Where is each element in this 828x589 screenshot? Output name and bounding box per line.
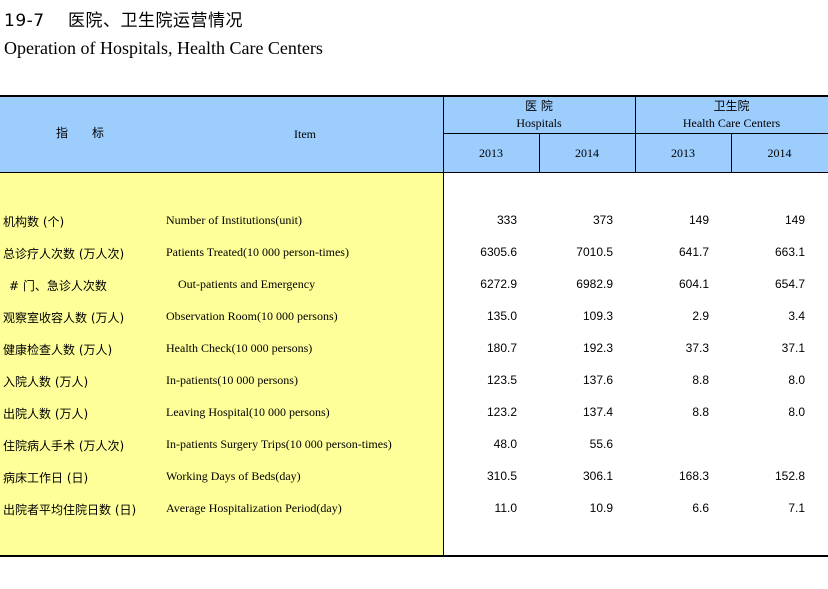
row-value: 6272.9 [480, 277, 517, 291]
row-value: 11.0 [494, 501, 517, 515]
row-value: 8.0 [788, 373, 805, 387]
body-divider [443, 173, 444, 555]
row-value: 152.8 [774, 469, 805, 483]
row-label-en: Average Hospitalization Period(day) [166, 501, 342, 515]
row-label-en: Health Check(10 000 persons) [166, 341, 313, 355]
table-row: 总诊疗人次数 (万人次) Patients Treated(10 000 pers… [0, 237, 828, 269]
row-label-cn: 观察室收容人数 (万人) [3, 311, 125, 325]
header-year: 2013 [479, 146, 503, 160]
row-label-cn: 总诊疗人次数 (万人次) [3, 247, 125, 261]
header-divider [443, 96, 444, 173]
row-value: 8.8 [692, 405, 709, 419]
row-value: 135.0 [486, 309, 517, 323]
header-divider [539, 133, 540, 173]
row-value: 654.7 [774, 277, 805, 291]
row-label-en: Patients Treated(10 000 person-times) [166, 245, 349, 259]
table-row: 出院者平均住院日数 (日) Average Hospitalization Per… [0, 493, 828, 525]
row-label-en: Leaving Hospital(10 000 persons) [166, 405, 330, 419]
row-value: 137.4 [582, 405, 613, 419]
row-label-cn: 病床工作日 (日) [3, 471, 89, 485]
row-value: 137.6 [582, 373, 613, 387]
row-label-en: Out-patients and Emergency [178, 277, 316, 291]
row-label-en: Number of Institutions(unit) [166, 213, 302, 227]
header-year: 2013 [671, 146, 695, 160]
header-hcc-cn: 卫生院 [713, 99, 750, 113]
table-row: 病床工作日 (日) Working Days of Beds(day) 310.5 3… [0, 461, 828, 493]
row-value: 10.9 [589, 501, 613, 515]
row-value: 6982.9 [576, 277, 613, 291]
row-label-en: In-patients(10 000 persons) [166, 373, 298, 387]
row-value: 192.3 [582, 341, 613, 355]
table-row: # 门、急诊人次数 Out-patients and Emergency 6272.… [0, 269, 828, 301]
header-hospitals-cn: 医 院 [525, 99, 553, 113]
row-label-cn: 入院人数 (万人) [3, 375, 89, 389]
row-value: 7.1 [788, 501, 805, 515]
table-header [0, 95, 828, 173]
row-value: 109.3 [582, 309, 613, 323]
row-value: 604.1 [678, 277, 709, 291]
row-value: 2.9 [692, 309, 709, 323]
row-value: 123.2 [486, 405, 517, 419]
row-value: 149 [784, 213, 805, 227]
header-year: 2014 [767, 146, 792, 160]
row-value: 168.3 [678, 469, 709, 483]
row-label-cn: 出院者平均住院日数 (日) [3, 503, 137, 517]
row-value: 6305.6 [480, 245, 517, 259]
row-value: 8.0 [788, 405, 805, 419]
row-value: 55.6 [589, 437, 613, 451]
header-divider [443, 133, 828, 134]
header-item-en: Item [294, 127, 316, 141]
header-bottom-rule [0, 172, 828, 173]
table-row: 机构数 (个) Number of Institutions(unit) 333 37… [0, 205, 828, 237]
row-label-en: Working Days of Beds(day) [166, 469, 301, 483]
row-value: 333 [496, 213, 517, 227]
table-row: 住院病人手术 (万人次) In-patients Surgery Trips(10… [0, 429, 828, 461]
table-row: 出院人数 (万人) Leaving Hospital(10 000 persons… [0, 397, 828, 429]
row-label-cn: 机构数 (个) [3, 215, 65, 229]
page-title-en: Operation of Hospitals, Health Care Cent… [4, 38, 323, 58]
row-value: 641.7 [678, 245, 709, 259]
row-value: 180.7 [486, 341, 517, 355]
table-bottom-rule [0, 555, 828, 557]
row-value: 149 [688, 213, 709, 227]
header-year: 2014 [575, 146, 599, 160]
row-value: 6.6 [692, 501, 709, 515]
row-value: 48.0 [493, 437, 517, 451]
row-value: 37.1 [781, 341, 805, 355]
row-label-cn: 健康检查人数 (万人) [3, 343, 113, 357]
row-value: 373 [592, 213, 613, 227]
header-hospitals-en: Hospitals [516, 116, 562, 130]
table-row: 观察室收容人数 (万人) Observation Room(10 000 pers… [0, 301, 828, 333]
header-divider [731, 133, 732, 173]
row-value: 8.8 [692, 373, 709, 387]
header-indicator-cn: 指 标 [55, 126, 104, 140]
table-top-rule [0, 95, 828, 97]
row-value: 310.5 [486, 469, 517, 483]
row-value: 663.1 [774, 245, 805, 259]
table-row: 入院人数 (万人) In-patients(10 000 persons) 123.… [0, 365, 828, 397]
row-label-en: In-patients Surgery Trips(10 000 person-… [166, 437, 392, 451]
header-hcc-en: Health Care Centers [682, 116, 781, 130]
row-value: 306.1 [582, 469, 613, 483]
header-divider [635, 96, 636, 173]
row-value: 37.3 [685, 341, 709, 355]
row-label-cn: 出院人数 (万人) [3, 407, 89, 421]
table-row: 健康检查人数 (万人) Health Check(10 000 persons) 1… [0, 333, 828, 365]
row-value: 7010.5 [576, 245, 613, 259]
row-label-cn: # 门、急诊人次数 [9, 279, 107, 293]
row-label-cn: 住院病人手术 (万人次) [3, 439, 125, 453]
page-title-cn: 19-7 医院、卫生院运营情况 [4, 11, 243, 31]
indicator-column-background [0, 173, 443, 555]
row-value: 3.4 [788, 309, 805, 323]
row-label-en: Observation Room(10 000 persons) [166, 309, 338, 323]
row-value: 123.5 [486, 373, 517, 387]
